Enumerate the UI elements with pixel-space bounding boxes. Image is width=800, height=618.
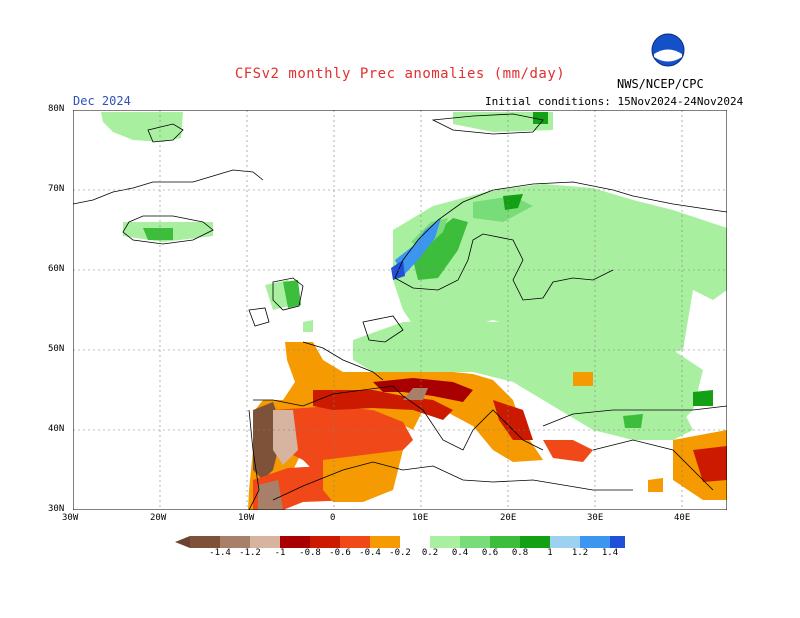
colorbar-cell [250, 536, 280, 548]
lon-label-30w: 30W [62, 513, 79, 523]
lat-label-60n: 60N [48, 264, 65, 274]
lon-label-0: 0 [330, 513, 336, 523]
colorbar-cell [430, 536, 460, 548]
lat-label-30n: 30N [48, 504, 65, 514]
lat-label-40n: 40N [48, 424, 65, 434]
colorbar-cell [520, 536, 550, 548]
lon-label-10e: 10E [412, 513, 429, 523]
colorbar-cell [280, 536, 310, 548]
precip-anomaly-map [73, 110, 727, 510]
lon-label-20w: 20W [150, 513, 167, 523]
colorbar-label: -0.2 [389, 548, 411, 558]
colorbar-label: 0.2 [421, 548, 439, 558]
colorbar-cell [220, 536, 250, 548]
colorbar-label: -1 [274, 548, 286, 558]
noaa-logo-icon [651, 33, 685, 67]
colorbar-label: 0.6 [481, 548, 499, 558]
colorbar-label: 1 [547, 548, 553, 558]
colorbar-left-arrow [175, 536, 190, 548]
colorbar-cell [340, 536, 370, 548]
colorbar-label: -0.6 [329, 548, 351, 558]
colorbar-cell [580, 536, 610, 548]
lat-label-70n: 70N [48, 184, 65, 194]
lon-label-20e: 20E [500, 513, 517, 523]
lat-label-80n: 80N [48, 104, 65, 114]
colorbar-label: 0.4 [451, 548, 469, 558]
colorbar-cell [310, 536, 340, 548]
lon-label-10w: 10W [238, 513, 255, 523]
colorbar-label: -0.4 [359, 548, 381, 558]
colorbar [175, 536, 625, 548]
colorbar-label: 1.4 [601, 548, 619, 558]
map-title: CFSv2 monthly Prec anomalies (mm/day) [234, 66, 566, 82]
colorbar-cell [610, 536, 625, 548]
colorbar-cell [370, 536, 400, 548]
colorbar-label: -1.4 [209, 548, 231, 558]
lon-label-40e: 40E [674, 513, 691, 523]
colorbar-cell [460, 536, 490, 548]
initial-conditions: Initial conditions: 15Nov2024-24Nov2024 [485, 95, 744, 108]
lat-label-50n: 50N [48, 344, 65, 354]
colorbar-label: 1.2 [571, 548, 589, 558]
agency-label: NWS/NCEP/CPC [617, 77, 704, 91]
colorbar-labels: -1.4 -1.2 -1 -0.8 -0.6 -0.4 -0.2 0.2 0.4 0.6 0.8 1 1… [0, 548, 800, 562]
colorbar-cell [490, 536, 520, 548]
colorbar-label: 0.8 [511, 548, 529, 558]
colorbar-neutral-cell [400, 536, 430, 548]
colorbar-label: -1.2 [239, 548, 261, 558]
colorbar-label: -0.8 [299, 548, 321, 558]
forecast-month: Dec 2024 [73, 94, 131, 108]
lon-label-30e: 30E [587, 513, 604, 523]
coastlines [73, 113, 727, 510]
colorbar-cell [190, 536, 220, 548]
colorbar-cell [550, 536, 580, 548]
graticule [73, 110, 727, 510]
